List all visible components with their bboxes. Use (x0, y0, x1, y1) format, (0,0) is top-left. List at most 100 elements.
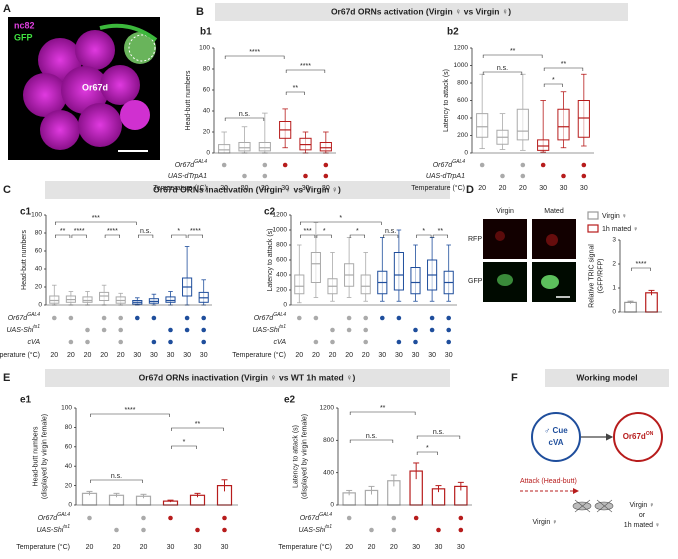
flies (572, 499, 614, 513)
y-axis-label: Latency to attack (s) (443, 69, 450, 132)
panel-header: Or67d ORNs inactivation (Virgin ♀ vs WT … (139, 372, 356, 382)
box (165, 296, 176, 303)
significance-bracket (55, 221, 137, 225)
y-tick-label: 0 (612, 309, 616, 316)
genotype-dot (581, 173, 587, 179)
significance-label: * (552, 77, 555, 84)
genotype-label: cVA (28, 339, 41, 346)
genotype-label: Or67dGAL4 (433, 159, 465, 169)
y-axis-label: Head-butt numbers (32, 426, 39, 486)
significance-label: **** (125, 407, 136, 414)
significance-bracket (416, 435, 461, 439)
significance-label: * (422, 228, 425, 235)
y-axis-label: Relative TRIC signal (588, 244, 595, 308)
y-axis-label: (displayed by virgin female) (41, 414, 48, 499)
temperature-value: 20 (499, 185, 507, 192)
genotype-dot (168, 515, 173, 521)
genotype-dot (520, 162, 526, 168)
genotype-dot (85, 327, 90, 333)
significance-bracket (90, 479, 143, 483)
genotype-dot (413, 327, 418, 333)
y-tick-label: 100 (61, 405, 72, 412)
significance-label: * (323, 228, 326, 235)
genotype-superscript: GAL4 (452, 159, 465, 165)
temperature-value: 20 (50, 352, 58, 359)
significance-bracket (416, 234, 432, 238)
genotype-dot (500, 173, 505, 179)
significance-bracket (482, 54, 543, 58)
temperature-label: Temperature (°C) (153, 184, 207, 192)
box (258, 142, 271, 152)
significance-bracket (482, 71, 523, 75)
box (360, 274, 371, 295)
genotype-name: Or67d (300, 515, 321, 522)
genotype-dot (118, 327, 123, 333)
genotype-dot (330, 339, 335, 345)
box (294, 274, 305, 295)
header-band (45, 369, 450, 387)
significance-label: **** (190, 228, 201, 235)
y-tick-label: 400 (276, 272, 287, 279)
temperature-value: 30 (281, 185, 289, 192)
genotype-label: UAS-dTrpA1 (168, 173, 207, 180)
y-tick-label: 0 (68, 502, 72, 509)
significance-label: n.s. (385, 228, 396, 235)
genotype-dot (141, 515, 146, 521)
temperature-value: 20 (519, 185, 527, 192)
temperature-value: 20 (86, 544, 94, 551)
genotype-dot (151, 339, 157, 345)
significance-bracket (104, 234, 120, 238)
temperature-label: Temperature (°C) (16, 543, 70, 551)
significance-label: * (183, 439, 186, 446)
box (310, 252, 321, 283)
genotype-superscript: GAL4 (194, 159, 207, 165)
genotype-dot (436, 527, 441, 533)
genotype-dot (446, 327, 452, 333)
temperature-value: 20 (362, 352, 370, 359)
genotype-name: UAS-Shi (298, 527, 325, 534)
y-tick-label: 1000 (273, 227, 288, 234)
genotype-dot (297, 315, 302, 321)
panel-label: F (511, 372, 518, 384)
y-tick-label: 80 (35, 230, 43, 237)
significance-label: ** (195, 421, 201, 428)
genotype-dot (114, 527, 119, 533)
significance-label: ** (438, 228, 444, 235)
genotype-name: UAS-Shi (252, 327, 279, 334)
significance-bracket (224, 55, 285, 59)
temperature-value: 30 (133, 352, 141, 359)
y-tick-label: 0 (330, 502, 334, 509)
genotype-dot (221, 162, 227, 168)
genotype-label: UAS-dTrpA1 (426, 173, 465, 180)
significance-label: ** (380, 405, 386, 412)
significance-bracket (432, 234, 448, 238)
temperature-value: 20 (113, 544, 121, 551)
significance-bracket (300, 234, 316, 238)
genotype-label: UAS-Shits1 (298, 524, 332, 534)
genotype-dot (363, 339, 369, 345)
header-band (215, 3, 628, 21)
significance-bracket (316, 234, 332, 238)
temperature-label: Temperature (°C) (278, 543, 332, 551)
genotype-dot (101, 315, 107, 321)
y-tick-label: 40 (35, 266, 43, 273)
y-tick-label: 80 (65, 424, 73, 431)
genotype-dot (396, 315, 402, 321)
significance-label: **** (636, 261, 647, 268)
y-tick-label: 80 (203, 66, 211, 73)
genotype-label: Or67dGAL4 (38, 512, 70, 522)
genotype-dot (222, 527, 227, 533)
genotype-dot (330, 327, 335, 333)
genotype-dot (184, 315, 190, 321)
temperature-value: 30 (302, 185, 310, 192)
legend-swatch (587, 224, 599, 233)
y-tick-label: 800 (276, 242, 287, 249)
genotype-name: UAS-dTrpA1 (426, 173, 465, 180)
temperature-value: 20 (100, 352, 108, 359)
temperature-value: 30 (428, 352, 436, 359)
genotype-dot (446, 315, 452, 321)
subpanel-label: c2 (264, 207, 276, 218)
significance-bracket (171, 427, 224, 431)
genotype-dot (429, 315, 435, 321)
temperature-value: 30 (412, 352, 420, 359)
